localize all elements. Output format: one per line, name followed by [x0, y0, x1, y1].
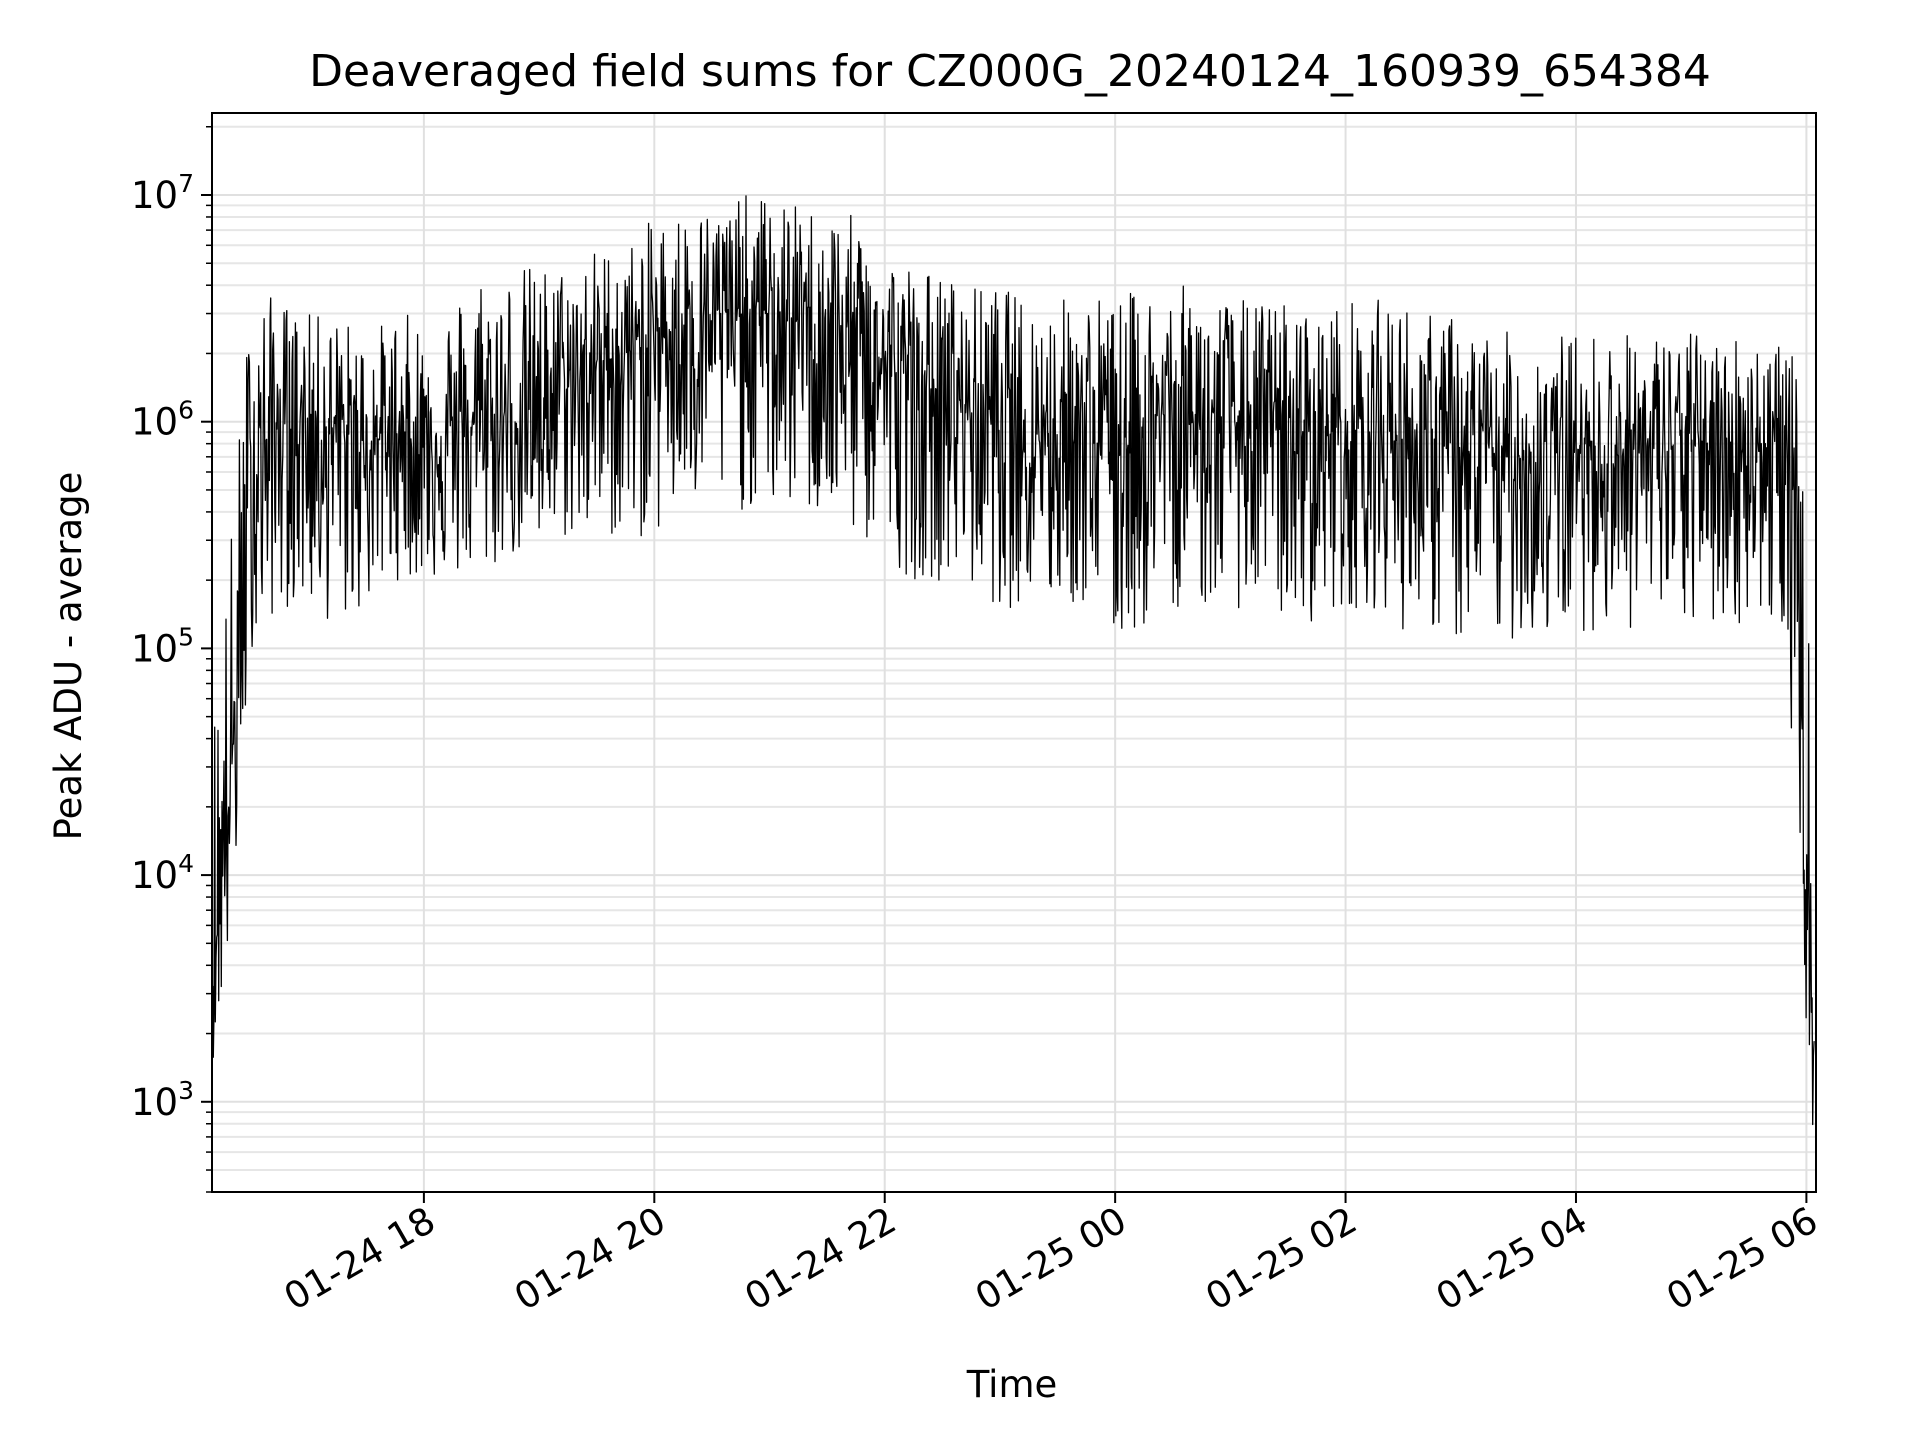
x-axis-label: Time [966, 1363, 1058, 1406]
plot-frame [211, 112, 1817, 1193]
grid [212, 113, 1816, 1193]
series-layer [212, 195, 1815, 1126]
series-line [212, 195, 1815, 1126]
y-tick-label: 104 [131, 849, 194, 897]
y-axis-label: Peak ADU - average [47, 472, 90, 841]
y-tick-label: 105 [131, 622, 194, 670]
y-tick-label: 106 [131, 396, 194, 444]
chart-title: Deaveraged field sums for CZ000G_2024012… [309, 46, 1711, 97]
y-tick-label: 107 [131, 169, 194, 217]
y-tick-label: 103 [131, 1076, 194, 1124]
